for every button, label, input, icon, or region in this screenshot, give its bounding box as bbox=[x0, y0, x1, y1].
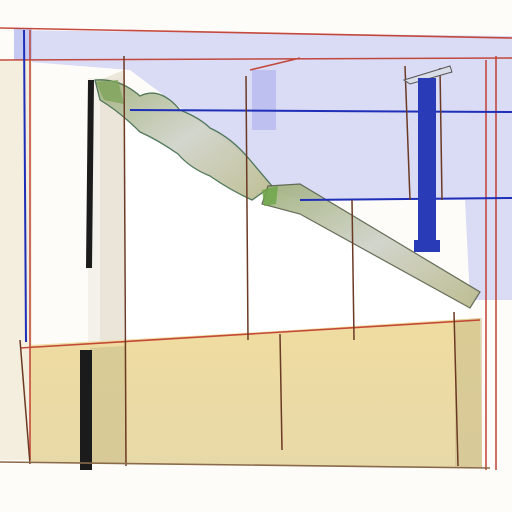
left-column bbox=[0, 60, 32, 460]
ink-stroke-lower bbox=[80, 350, 92, 470]
blue-column-base bbox=[414, 240, 440, 252]
ochre-lower-wall bbox=[30, 318, 482, 468]
left-pilaster-shade bbox=[100, 70, 124, 345]
stair-stringer-lower bbox=[261, 183, 481, 309]
ochre-shadow-right bbox=[455, 318, 482, 468]
blue-guide-lines bbox=[23, 29, 512, 343]
window-blue-panel bbox=[252, 70, 276, 130]
ground-line bbox=[0, 461, 491, 469]
left-blue-strip bbox=[14, 28, 32, 60]
blue-column bbox=[418, 78, 436, 250]
ink-stroke-upper bbox=[86, 80, 94, 268]
stair-green-accent-top bbox=[96, 80, 124, 104]
ochre-shadow-left bbox=[90, 346, 126, 464]
window-frame bbox=[402, 65, 453, 85]
stair-green-accent bbox=[262, 186, 278, 206]
red-guide-lines bbox=[0, 27, 512, 470]
brown-vertical-lines bbox=[19, 55, 459, 467]
upper-blue-wash bbox=[0, 30, 512, 300]
